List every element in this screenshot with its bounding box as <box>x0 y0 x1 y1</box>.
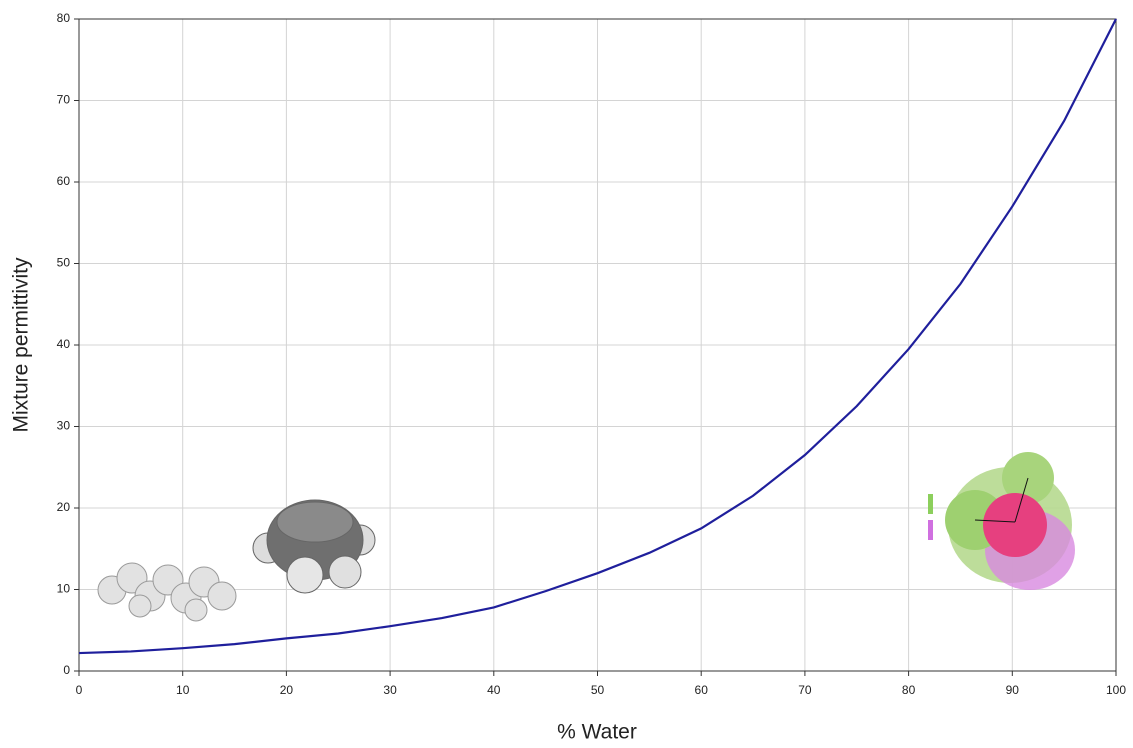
x-tick-label: 50 <box>591 683 605 697</box>
x-tick-label: 20 <box>280 683 294 697</box>
x-tick-label: 90 <box>1006 683 1020 697</box>
y-tick-label: 80 <box>57 11 71 25</box>
x-tick-label: 60 <box>695 683 709 697</box>
x-tick-label: 70 <box>798 683 812 697</box>
y-tick-label: 0 <box>63 663 70 677</box>
molecule-illustrations <box>97 452 1075 622</box>
y-tick-label: 50 <box>57 256 71 270</box>
y-tick-label: 40 <box>57 337 71 351</box>
y-axis-label: Mixture permittivity <box>10 257 33 433</box>
x-tick-label: 80 <box>902 683 916 697</box>
water-molecule <box>928 452 1075 590</box>
x-tick-label: 30 <box>383 683 397 697</box>
y-tick-label: 20 <box>57 500 71 514</box>
y-tick-label: 30 <box>57 419 71 433</box>
data-line <box>78 18 1117 655</box>
x-tick-label: 100 <box>1106 683 1126 697</box>
x-tick-label: 10 <box>176 683 190 697</box>
x-tick-label: 40 <box>487 683 501 697</box>
x-tick-label: 0 <box>76 683 83 697</box>
alkane-molecule <box>97 562 237 622</box>
y-tick-label: 10 <box>57 582 71 596</box>
x-axis-label: % Water <box>557 721 637 744</box>
benzene-molecule <box>252 499 376 594</box>
y-tick-label: 60 <box>57 174 71 188</box>
plot-frame <box>78 18 1117 672</box>
y-tick-label: 70 <box>57 93 71 107</box>
